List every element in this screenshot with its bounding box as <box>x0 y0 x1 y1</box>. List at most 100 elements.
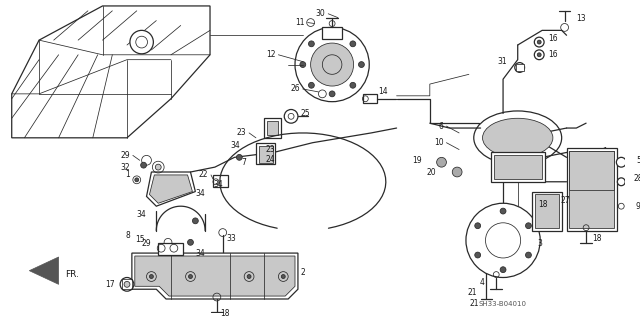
Circle shape <box>525 252 531 258</box>
Circle shape <box>537 53 541 57</box>
Circle shape <box>188 239 193 245</box>
Text: SH33-B04010: SH33-B04010 <box>479 301 527 307</box>
Circle shape <box>537 40 541 44</box>
Circle shape <box>466 203 540 278</box>
Bar <box>535 195 559 228</box>
Text: 33: 33 <box>227 234 236 243</box>
Bar <box>566 148 618 231</box>
Text: 10: 10 <box>434 138 444 147</box>
Bar <box>570 151 614 189</box>
Circle shape <box>475 252 481 258</box>
Circle shape <box>236 154 243 160</box>
Circle shape <box>310 43 354 86</box>
Circle shape <box>475 223 481 229</box>
Circle shape <box>436 157 447 167</box>
Text: 29: 29 <box>142 239 152 248</box>
Text: 17: 17 <box>106 280 115 289</box>
Circle shape <box>308 82 314 88</box>
Circle shape <box>500 208 506 214</box>
Circle shape <box>156 164 161 170</box>
Circle shape <box>300 62 306 68</box>
Circle shape <box>329 32 335 38</box>
Text: 20: 20 <box>426 167 436 176</box>
Text: 34: 34 <box>137 210 147 219</box>
Text: 23: 23 <box>237 129 246 137</box>
Text: 16: 16 <box>548 34 557 43</box>
Text: 6: 6 <box>438 122 444 130</box>
Polygon shape <box>132 253 298 299</box>
Polygon shape <box>147 172 195 206</box>
Polygon shape <box>150 175 193 203</box>
Circle shape <box>193 218 198 224</box>
Text: 9: 9 <box>636 202 640 211</box>
Text: 34: 34 <box>195 249 205 257</box>
Circle shape <box>295 27 369 102</box>
Circle shape <box>141 162 147 168</box>
Text: 26: 26 <box>291 85 300 93</box>
Text: 19: 19 <box>412 156 422 165</box>
Text: FR.: FR. <box>65 270 79 279</box>
Circle shape <box>150 275 154 278</box>
Circle shape <box>282 275 285 278</box>
Bar <box>259 146 273 163</box>
Text: 3: 3 <box>537 239 542 248</box>
Circle shape <box>525 223 531 229</box>
Text: 18: 18 <box>220 309 229 318</box>
Text: 21: 21 <box>467 288 477 297</box>
Bar <box>158 243 182 255</box>
Bar <box>323 27 342 39</box>
Text: 2: 2 <box>301 268 306 277</box>
Text: 4: 4 <box>479 278 484 287</box>
Text: 18: 18 <box>592 234 602 243</box>
Circle shape <box>308 41 314 47</box>
Bar <box>364 94 377 103</box>
Text: 31: 31 <box>497 57 507 66</box>
Circle shape <box>500 267 506 273</box>
Circle shape <box>284 109 298 123</box>
Bar <box>267 121 278 135</box>
Text: 23: 23 <box>266 145 275 154</box>
Circle shape <box>358 62 364 68</box>
Circle shape <box>247 275 251 278</box>
Circle shape <box>452 167 462 177</box>
Text: 8: 8 <box>125 231 130 240</box>
Circle shape <box>135 178 139 182</box>
Circle shape <box>189 275 193 278</box>
Bar <box>494 155 542 179</box>
Text: 16: 16 <box>548 50 557 59</box>
Bar <box>570 151 614 228</box>
Text: 27: 27 <box>561 196 570 205</box>
Bar <box>122 279 132 289</box>
Ellipse shape <box>474 111 562 165</box>
Text: 30: 30 <box>316 9 325 18</box>
Circle shape <box>130 30 154 54</box>
Text: 28: 28 <box>634 174 640 183</box>
Bar <box>264 118 282 138</box>
Text: 7: 7 <box>241 158 246 167</box>
Text: 34: 34 <box>213 180 223 189</box>
Bar <box>492 152 545 182</box>
Circle shape <box>124 281 130 287</box>
Text: 13: 13 <box>577 14 586 23</box>
Circle shape <box>120 278 134 291</box>
Text: 24: 24 <box>266 155 275 164</box>
Text: 12: 12 <box>266 50 275 59</box>
Text: 11: 11 <box>295 18 305 27</box>
Circle shape <box>350 82 356 88</box>
Text: 32: 32 <box>120 163 130 172</box>
Text: 14: 14 <box>378 87 388 96</box>
Text: 29: 29 <box>120 151 130 160</box>
Circle shape <box>616 157 626 167</box>
Bar <box>516 63 524 71</box>
Polygon shape <box>135 256 295 296</box>
Text: 21: 21 <box>469 299 479 308</box>
Text: 1: 1 <box>125 170 130 179</box>
Circle shape <box>329 91 335 97</box>
Text: 18: 18 <box>538 200 548 209</box>
Circle shape <box>618 178 625 186</box>
Text: 34: 34 <box>230 141 240 150</box>
Text: 5: 5 <box>636 156 640 165</box>
Polygon shape <box>12 6 210 138</box>
Text: 25: 25 <box>301 109 310 118</box>
Ellipse shape <box>483 118 553 157</box>
